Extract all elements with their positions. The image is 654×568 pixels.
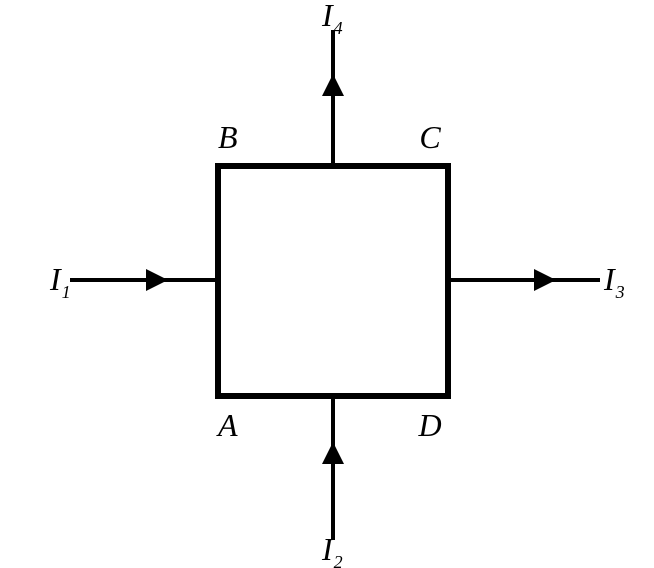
vertex-label-b: B	[218, 119, 238, 155]
current-label-i4: I4	[321, 0, 343, 38]
vertex-label-a: A	[216, 407, 238, 443]
circuit-diagram: B C A D I1 I2 I3 I4	[0, 0, 654, 568]
current-label-i1: I1	[49, 261, 71, 302]
vertex-label-d: D	[417, 407, 441, 443]
arrowhead-i2	[322, 442, 344, 464]
arrowhead-i3	[534, 269, 556, 291]
current-label-i3: I3	[603, 261, 625, 302]
vertex-label-c: C	[419, 119, 441, 155]
arrowhead-i4	[322, 74, 344, 96]
current-label-i2: I2	[321, 531, 343, 568]
square-box	[218, 166, 448, 396]
arrowhead-i1	[146, 269, 168, 291]
